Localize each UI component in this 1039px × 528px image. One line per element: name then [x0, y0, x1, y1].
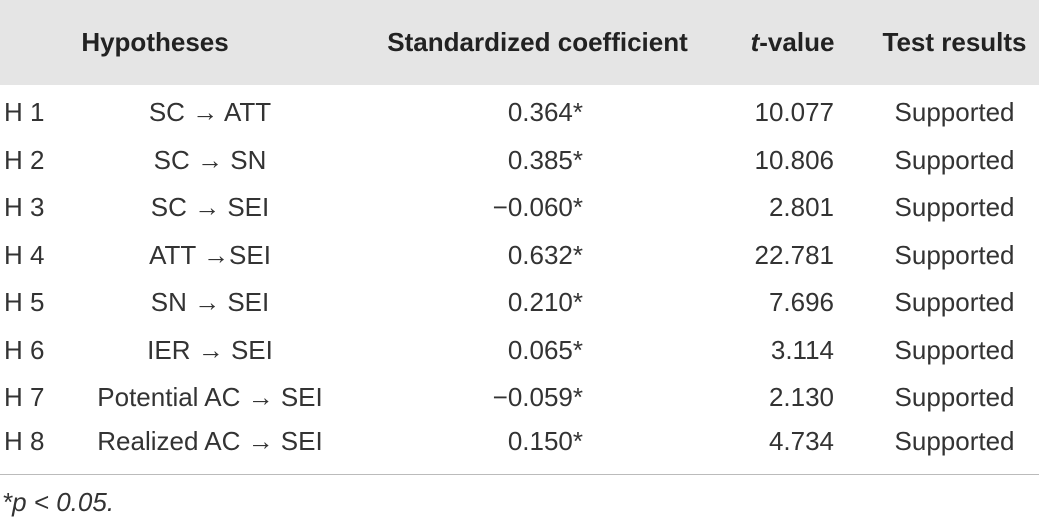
table-cell: ATT →SEI: [149, 239, 271, 270]
footnote: *p < 0.05.: [2, 486, 115, 517]
table-cell: Supported: [894, 287, 1015, 318]
table-row: H 2 SC → SN 0.385* 10.806 Supported: [0, 137, 1039, 185]
results-table: Hypotheses Standardized coefficient t-va…: [0, 0, 1039, 475]
table-cell: 22.781: [754, 239, 835, 270]
table-cell: 2.130: [768, 382, 835, 413]
table-cell: Supported: [894, 144, 1015, 175]
table-cell: 2.801: [768, 192, 835, 223]
table-cell: 0.364*: [507, 97, 584, 128]
table-cell: Supported: [894, 382, 1015, 413]
table-cell: H 3: [4, 192, 45, 223]
table-cell: 7.696: [768, 287, 835, 318]
table-cell: SC → SEI: [150, 192, 270, 223]
table-cell: H 7: [4, 382, 45, 413]
table-cell: Potential AC → SEI: [97, 382, 323, 413]
header-cell: Test results: [870, 0, 1039, 85]
table-cell: Supported: [894, 239, 1015, 270]
header-cell: Standardized coefficient: [340, 0, 716, 85]
table-cell: SC → SN: [153, 144, 267, 175]
table-cell: SN → SEI: [150, 287, 270, 318]
table-cell: Supported: [870, 421, 1039, 475]
table-cell: 10.806: [754, 144, 835, 175]
table-row: H 6 IER → SEI 0.065* 3.114 Supported: [0, 327, 1039, 375]
table-row: H 1 SC → ATT 0.364* 10.077 Supported: [0, 85, 1039, 137]
table-cell: Supported: [894, 97, 1015, 128]
table-cell: 0.065*: [507, 334, 584, 365]
table-cell: Realized AC → SEI: [80, 421, 341, 475]
table-cell: H 1: [4, 97, 45, 128]
table-cell: SC → ATT: [148, 97, 272, 128]
table-row: H 4 ATT →SEI 0.632* 22.781 Supported: [0, 232, 1039, 280]
table-cell: 0.632*: [507, 239, 584, 270]
table-cell: H 6: [4, 334, 45, 365]
header-row: Hypotheses Standardized coefficient t-va…: [0, 0, 1039, 85]
table-row: H 5 SN → SEI 0.210* 7.696 Supported: [0, 279, 1039, 327]
table-cell: Supported: [894, 334, 1015, 365]
table-cell: 10.077: [754, 97, 835, 128]
table-cell: −0.059*: [492, 382, 584, 413]
table-body: H 1 SC → ATT 0.364* 10.077 Supported H 2 SC → …: [0, 85, 1039, 475]
table-row: H 7 Potential AC → SEI −0.059* 2.130 Support…: [0, 374, 1039, 422]
table-cell: 0.385*: [507, 144, 584, 175]
table-cell: 4.734: [715, 421, 871, 475]
table-row: H 8 Realized AC → SEI 0.150* 4.734 Supported: [0, 421, 1039, 475]
table-cell: H 5: [4, 287, 45, 318]
table-cell: H 4: [4, 239, 45, 270]
table-cell: −0.060*: [492, 192, 584, 223]
table-cell: 0.210*: [507, 287, 584, 318]
table-cell: IER → SEI: [147, 334, 273, 365]
table-cell: Supported: [894, 192, 1015, 223]
table-cell: 0.150*: [340, 421, 716, 475]
table-row: H 3 SC → SEI −0.060* 2.801 Supported: [0, 184, 1039, 232]
table-cell: 3.114: [770, 334, 835, 365]
table-cell: H 8: [0, 421, 80, 475]
header-cell: Hypotheses: [0, 0, 341, 85]
table-cell: H 2: [4, 144, 45, 175]
header-cell: t-value: [715, 0, 871, 85]
